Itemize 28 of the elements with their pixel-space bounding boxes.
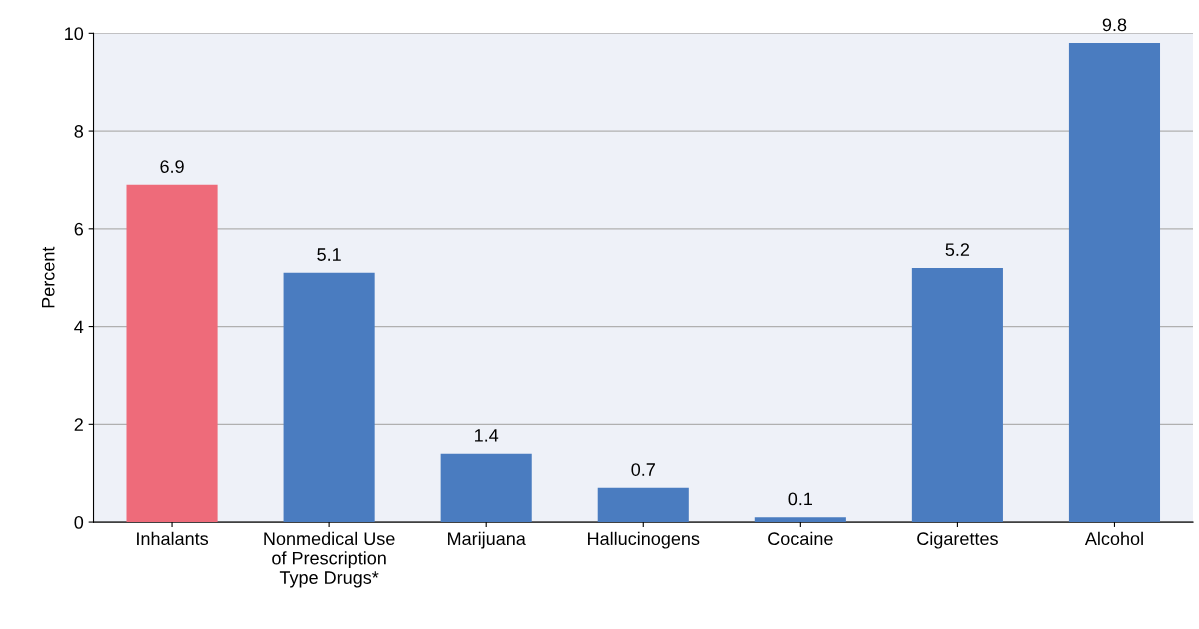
x-tick-label: Marijuana [448,531,526,549]
y-tick-label: 8 [74,125,84,138]
x-tick-label: Nonmedical Use of Prescription Type Drugs* [264,531,395,588]
bar [126,184,218,523]
bar [1068,43,1161,523]
x-tick-label: Inhalants [137,531,209,546]
y-tick-label: 4 [74,320,84,334]
y-tick-label: 2 [74,418,83,431]
bar [754,517,846,523]
x-tick-label: Alcohol [1084,531,1143,546]
data-label: 9.8 [1102,18,1127,32]
bar [440,453,532,523]
bar [597,487,689,523]
bar [283,272,375,523]
y-tick-label: 6 [74,222,84,236]
y-tick-label: 10 [65,27,84,41]
y-tick-label: 0 [74,516,84,529]
y-axis-title: Percent [41,246,55,308]
x-tick-label: Cigarettes [917,531,998,549]
data-label: 5.1 [317,248,341,261]
data-label: 6.9 [160,160,184,173]
bar [911,267,1003,523]
data-label: 0.1 [788,492,812,506]
x-tick-label: Hallucinogens [588,531,700,549]
data-label: 1.4 [475,429,499,442]
data-label: 5.2 [945,243,970,257]
data-label: 0.7 [631,463,655,476]
x-tick-label: Cocaine [768,531,833,546]
